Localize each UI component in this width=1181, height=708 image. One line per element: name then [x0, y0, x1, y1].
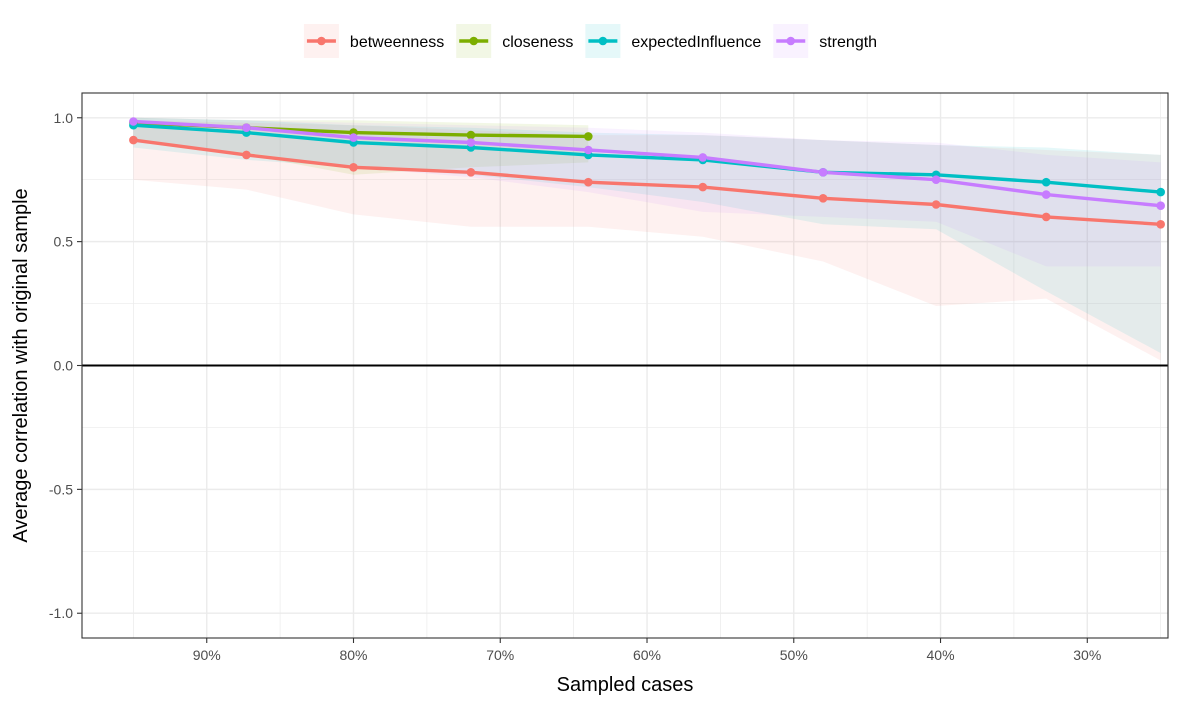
x-tick-label: 50%: [780, 647, 808, 663]
point-expectedInfluence: [1156, 187, 1165, 197]
point-strength: [242, 123, 251, 132]
x-tick-label: 80%: [339, 647, 367, 663]
point-strength: [584, 145, 593, 155]
ribbon-strength: [133, 117, 1161, 267]
point-betweenness: [818, 194, 828, 203]
x-tick-label: 70%: [486, 647, 514, 663]
x-tick-label: 90%: [193, 647, 221, 663]
point-betweenness: [129, 135, 138, 145]
point-betweenness: [1156, 220, 1165, 229]
point-strength: [818, 168, 828, 177]
line-strength: [133, 119, 1161, 208]
point-betweenness: [1041, 212, 1051, 222]
point-strength: [698, 153, 708, 162]
legend-item-expectedInfluence: expectedInfluence: [585, 24, 761, 58]
legend-item-betweenness: betweenness: [303, 24, 444, 58]
legend-label: closeness: [502, 34, 573, 51]
point-strength: [931, 175, 941, 184]
x-tick-label: 40%: [927, 647, 955, 663]
legend-item-strength: strength: [773, 24, 877, 58]
line-expectedInfluence: [133, 123, 1161, 194]
legend-label: strength: [819, 34, 877, 51]
x-tick-label: 30%: [1073, 647, 1101, 663]
x-axis-title: Sampled cases: [557, 674, 694, 696]
point-betweenness: [584, 177, 593, 187]
y-tick-label: 0.5: [54, 234, 74, 250]
legend-key-point: [469, 36, 479, 46]
point-betweenness: [466, 168, 476, 177]
point-strength: [1156, 201, 1165, 210]
legend-item-closeness: closeness: [456, 24, 573, 58]
point-strength: [466, 138, 476, 147]
point-betweenness: [698, 182, 708, 192]
y-tick-label: 0.0: [54, 358, 74, 374]
legend-key-point: [317, 36, 326, 46]
point-expectedInfluence: [1041, 177, 1051, 187]
x-tick-label: 60%: [633, 647, 661, 663]
point-betweenness: [242, 150, 251, 160]
y-tick-label: 1.0: [54, 110, 74, 126]
point-closeness: [584, 132, 593, 141]
y-tick-label: -1.0: [49, 605, 73, 621]
y-tick-label: -0.5: [49, 481, 73, 497]
point-strength: [349, 133, 358, 142]
legend-label: betweenness: [350, 34, 444, 51]
y-axis: 1.0 0.5 0.0 -0.5 -1.0: [49, 110, 82, 621]
legend-key-point: [786, 36, 796, 46]
point-closeness: [466, 130, 476, 140]
legend-key-point: [598, 36, 608, 46]
point-strength: [1041, 190, 1051, 199]
ribbon-betweenness: [133, 120, 1161, 361]
point-betweenness: [349, 163, 358, 172]
x-axis: 90% 80% 70% 60% 50% 40% 30%: [193, 638, 1101, 663]
legend-label: expectedInfluence: [631, 34, 761, 51]
point-strength: [129, 117, 138, 126]
y-axis-title: Average correlation with original sample: [10, 188, 32, 542]
series-points: [129, 117, 1165, 229]
legend: betweenness closeness expectedInfluence str…: [303, 24, 877, 58]
line-betweenness: [133, 138, 1161, 226]
series-lines: [133, 119, 1161, 226]
point-betweenness: [931, 200, 941, 209]
